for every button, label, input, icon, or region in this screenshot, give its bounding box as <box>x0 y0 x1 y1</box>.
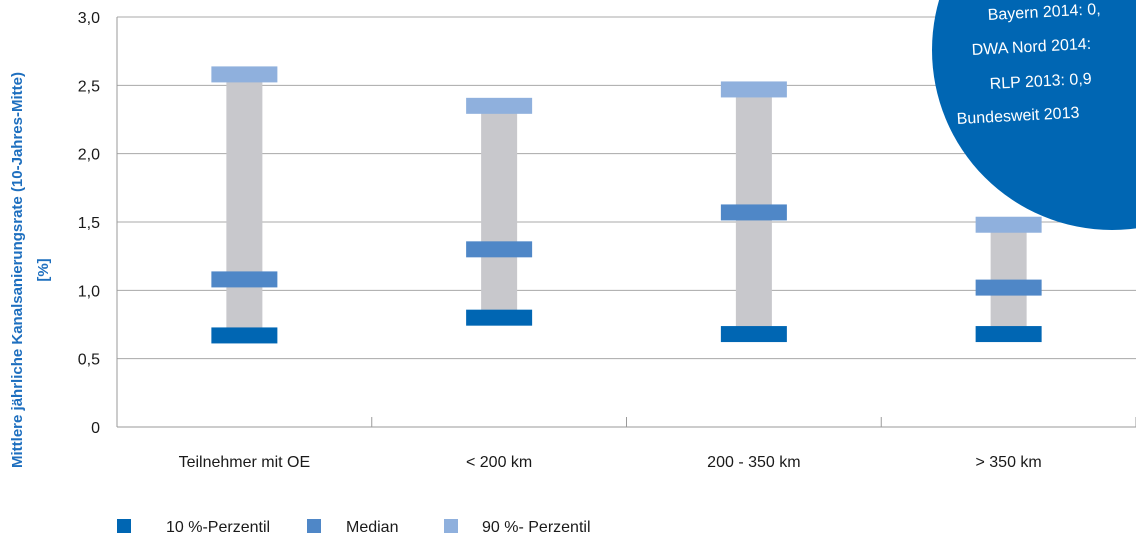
median-marker <box>466 241 533 258</box>
p10-marker <box>975 326 1042 343</box>
x-category-label: < 200 km <box>466 454 532 471</box>
marks-layer <box>211 66 1042 344</box>
annotation-line-3: RLP 2013: 0,9 <box>989 71 1092 93</box>
p90-marker <box>975 216 1042 233</box>
legend-label-median: Median <box>346 519 398 536</box>
annotation-line-4: Bundesweit 2013 <box>956 105 1080 128</box>
p10-marker <box>720 326 787 343</box>
legend-swatch-p90 <box>444 519 458 533</box>
median-marker <box>720 204 787 221</box>
y-tick-label: 2,0 <box>78 147 100 164</box>
legend: 10 %-Perzentil Median 90 %- Perzentil <box>117 519 591 536</box>
annotation-circle <box>932 0 1136 230</box>
axis-layer: 0 0,5 1,0 1,5 2,0 2,5 3,0 Teilnehmer mit OE < 20… <box>78 10 1136 471</box>
p10-marker <box>211 327 278 344</box>
p90-marker <box>211 66 278 83</box>
range-bar <box>226 74 263 336</box>
y-tick-label: 3,0 <box>78 10 100 27</box>
p10-marker <box>466 309 533 326</box>
range-bar <box>990 224 1027 335</box>
x-category-label: 200 - 350 km <box>707 454 800 471</box>
annotation-line-2: DWA Nord 2014: <box>971 36 1091 59</box>
legend-swatch-median <box>307 519 321 533</box>
legend-label-p10: 10 %-Perzentil <box>166 519 270 536</box>
p90-marker <box>466 97 533 114</box>
range-bar <box>481 105 518 318</box>
annotation-bubble: Bayern 2014: 0, DWA Nord 2014: RLP 2013:… <box>932 0 1136 230</box>
annotation-line-1: Bayern 2014: 0, <box>987 1 1101 24</box>
x-category-label: > 350 km <box>975 454 1041 471</box>
legend-swatch-p10 <box>117 519 131 533</box>
legend-label-p90: 90 %- Perzentil <box>482 519 591 536</box>
y-tick-label: 1,0 <box>78 283 100 300</box>
y-axis-label-unit: [%] <box>35 258 52 281</box>
grid-layer <box>117 16 1136 360</box>
median-marker <box>211 271 278 288</box>
p90-marker <box>720 81 787 98</box>
y-tick-label: 0 <box>91 420 100 437</box>
y-tick-label: 1,5 <box>78 215 100 232</box>
y-axis-label: Mittlere jährliche Kanalsanierungsrate (… <box>9 72 26 468</box>
y-tick-label: 2,5 <box>78 78 100 95</box>
median-marker <box>975 279 1042 296</box>
x-category-label: Teilnehmer mit OE <box>179 454 311 471</box>
y-tick-label: 0,5 <box>78 352 100 369</box>
